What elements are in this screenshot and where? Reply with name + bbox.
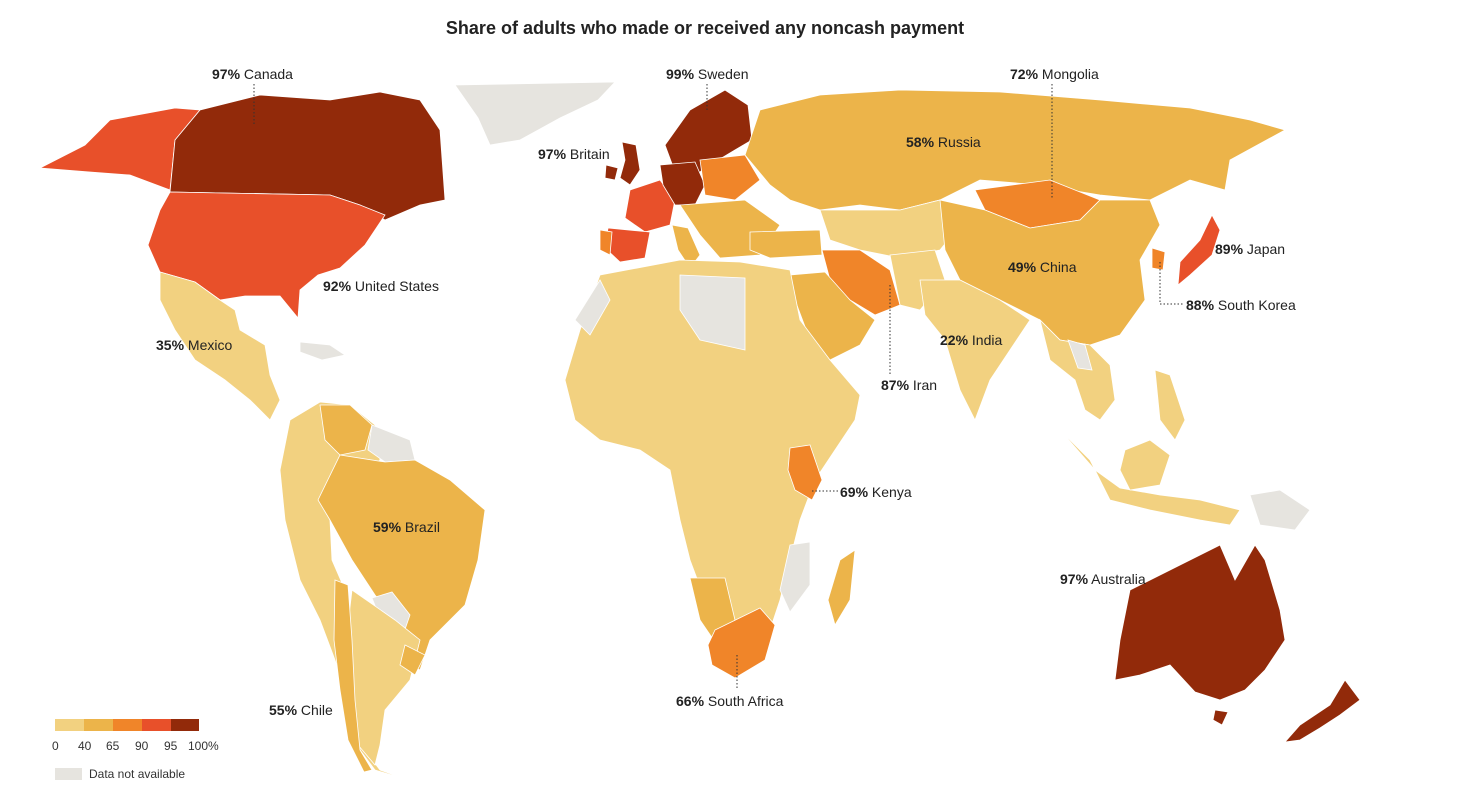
leader-south-korea	[1159, 262, 1183, 305]
country-greenland[interactable]	[454, 81, 616, 146]
legend-tick-40: 40	[78, 739, 92, 753]
legend-swatch-65-90	[113, 719, 142, 731]
label-india: 22% India	[940, 332, 1003, 348]
label-chile: 55% Chile	[269, 702, 333, 718]
country-papua-new-guinea[interactable]	[1249, 489, 1311, 531]
label-mexico: 35% Mexico	[156, 337, 233, 353]
label-south-africa: 66% South Africa	[676, 693, 784, 709]
legend-na-swatch	[55, 768, 82, 780]
country-south-africa[interactable]	[707, 607, 776, 679]
country-libya[interactable]	[679, 274, 746, 351]
leader-lines	[253, 84, 1183, 690]
label-kenya: 69% Kenya	[840, 484, 912, 500]
country-madagascar[interactable]	[827, 549, 856, 627]
label-canada: 97% Canada	[212, 66, 293, 82]
country-poland[interactable]	[699, 154, 761, 201]
legend-na-label: Data not available	[89, 767, 186, 781]
country-chile[interactable]	[333, 579, 373, 773]
label-mongolia: 72% Mongolia	[1010, 66, 1099, 82]
country-britain[interactable]	[619, 141, 641, 186]
country-japan[interactable]	[1177, 214, 1221, 286]
country-india[interactable]	[919, 279, 1031, 421]
legend-swatch-40-65	[84, 719, 113, 731]
country-turkey[interactable]	[749, 229, 823, 259]
label-sweden: 99% Sweden	[666, 66, 749, 82]
country-borneo[interactable]	[1119, 439, 1171, 491]
country-united-states[interactable]	[147, 191, 386, 320]
country-western-sahara[interactable]	[574, 279, 611, 336]
legend-tick-95: 95	[164, 739, 178, 753]
label-china: 49% China	[1008, 259, 1077, 275]
country-new-zealand[interactable]	[1283, 679, 1361, 743]
label-russia: 58% Russia	[906, 134, 981, 150]
legend-swatch-95-100	[171, 719, 199, 731]
country-uruguay[interactable]	[399, 644, 426, 676]
country-france[interactable]	[624, 179, 676, 233]
country-portugal[interactable]	[599, 229, 613, 256]
label-japan: 89% Japan	[1215, 241, 1286, 257]
country-caribbean[interactable]	[299, 341, 347, 361]
country-africa-west[interactable]	[564, 259, 861, 651]
country-ireland[interactable]	[604, 164, 619, 181]
country-mozambique[interactable]	[779, 541, 811, 613]
country-russia[interactable]	[744, 89, 1287, 211]
country-south-korea[interactable]	[1151, 247, 1166, 271]
legend-tick-65: 65	[106, 739, 120, 753]
country-laos[interactable]	[1067, 339, 1093, 371]
label-south-korea: 88% South Korea	[1186, 297, 1296, 313]
country-indonesia[interactable]	[1059, 429, 1241, 526]
legend-swatch-90-95	[142, 719, 171, 731]
label-iran: 87% Iran	[881, 377, 938, 393]
country-australia[interactable]	[1114, 544, 1286, 701]
label-britain: 97% Britain	[538, 146, 610, 162]
label-united-states: 92% United States	[323, 278, 439, 294]
country-mexico[interactable]	[159, 271, 281, 421]
legend-tick-90: 90	[135, 739, 149, 753]
legend-tick-0: 0	[52, 739, 59, 753]
country-tasmania[interactable]	[1212, 709, 1229, 726]
label-brazil: 59% Brazil	[373, 519, 440, 535]
map-title: Share of adults who made or received any…	[445, 18, 965, 38]
country-philippines[interactable]	[1154, 369, 1186, 441]
legend-tick-100: 100%	[188, 739, 219, 753]
country-venezuela[interactable]	[319, 404, 373, 456]
legend-swatch-0-40	[55, 719, 84, 731]
country-central-asia[interactable]	[819, 199, 961, 259]
label-australia: 97% Australia	[1060, 571, 1146, 587]
country-kenya[interactable]	[787, 444, 823, 501]
